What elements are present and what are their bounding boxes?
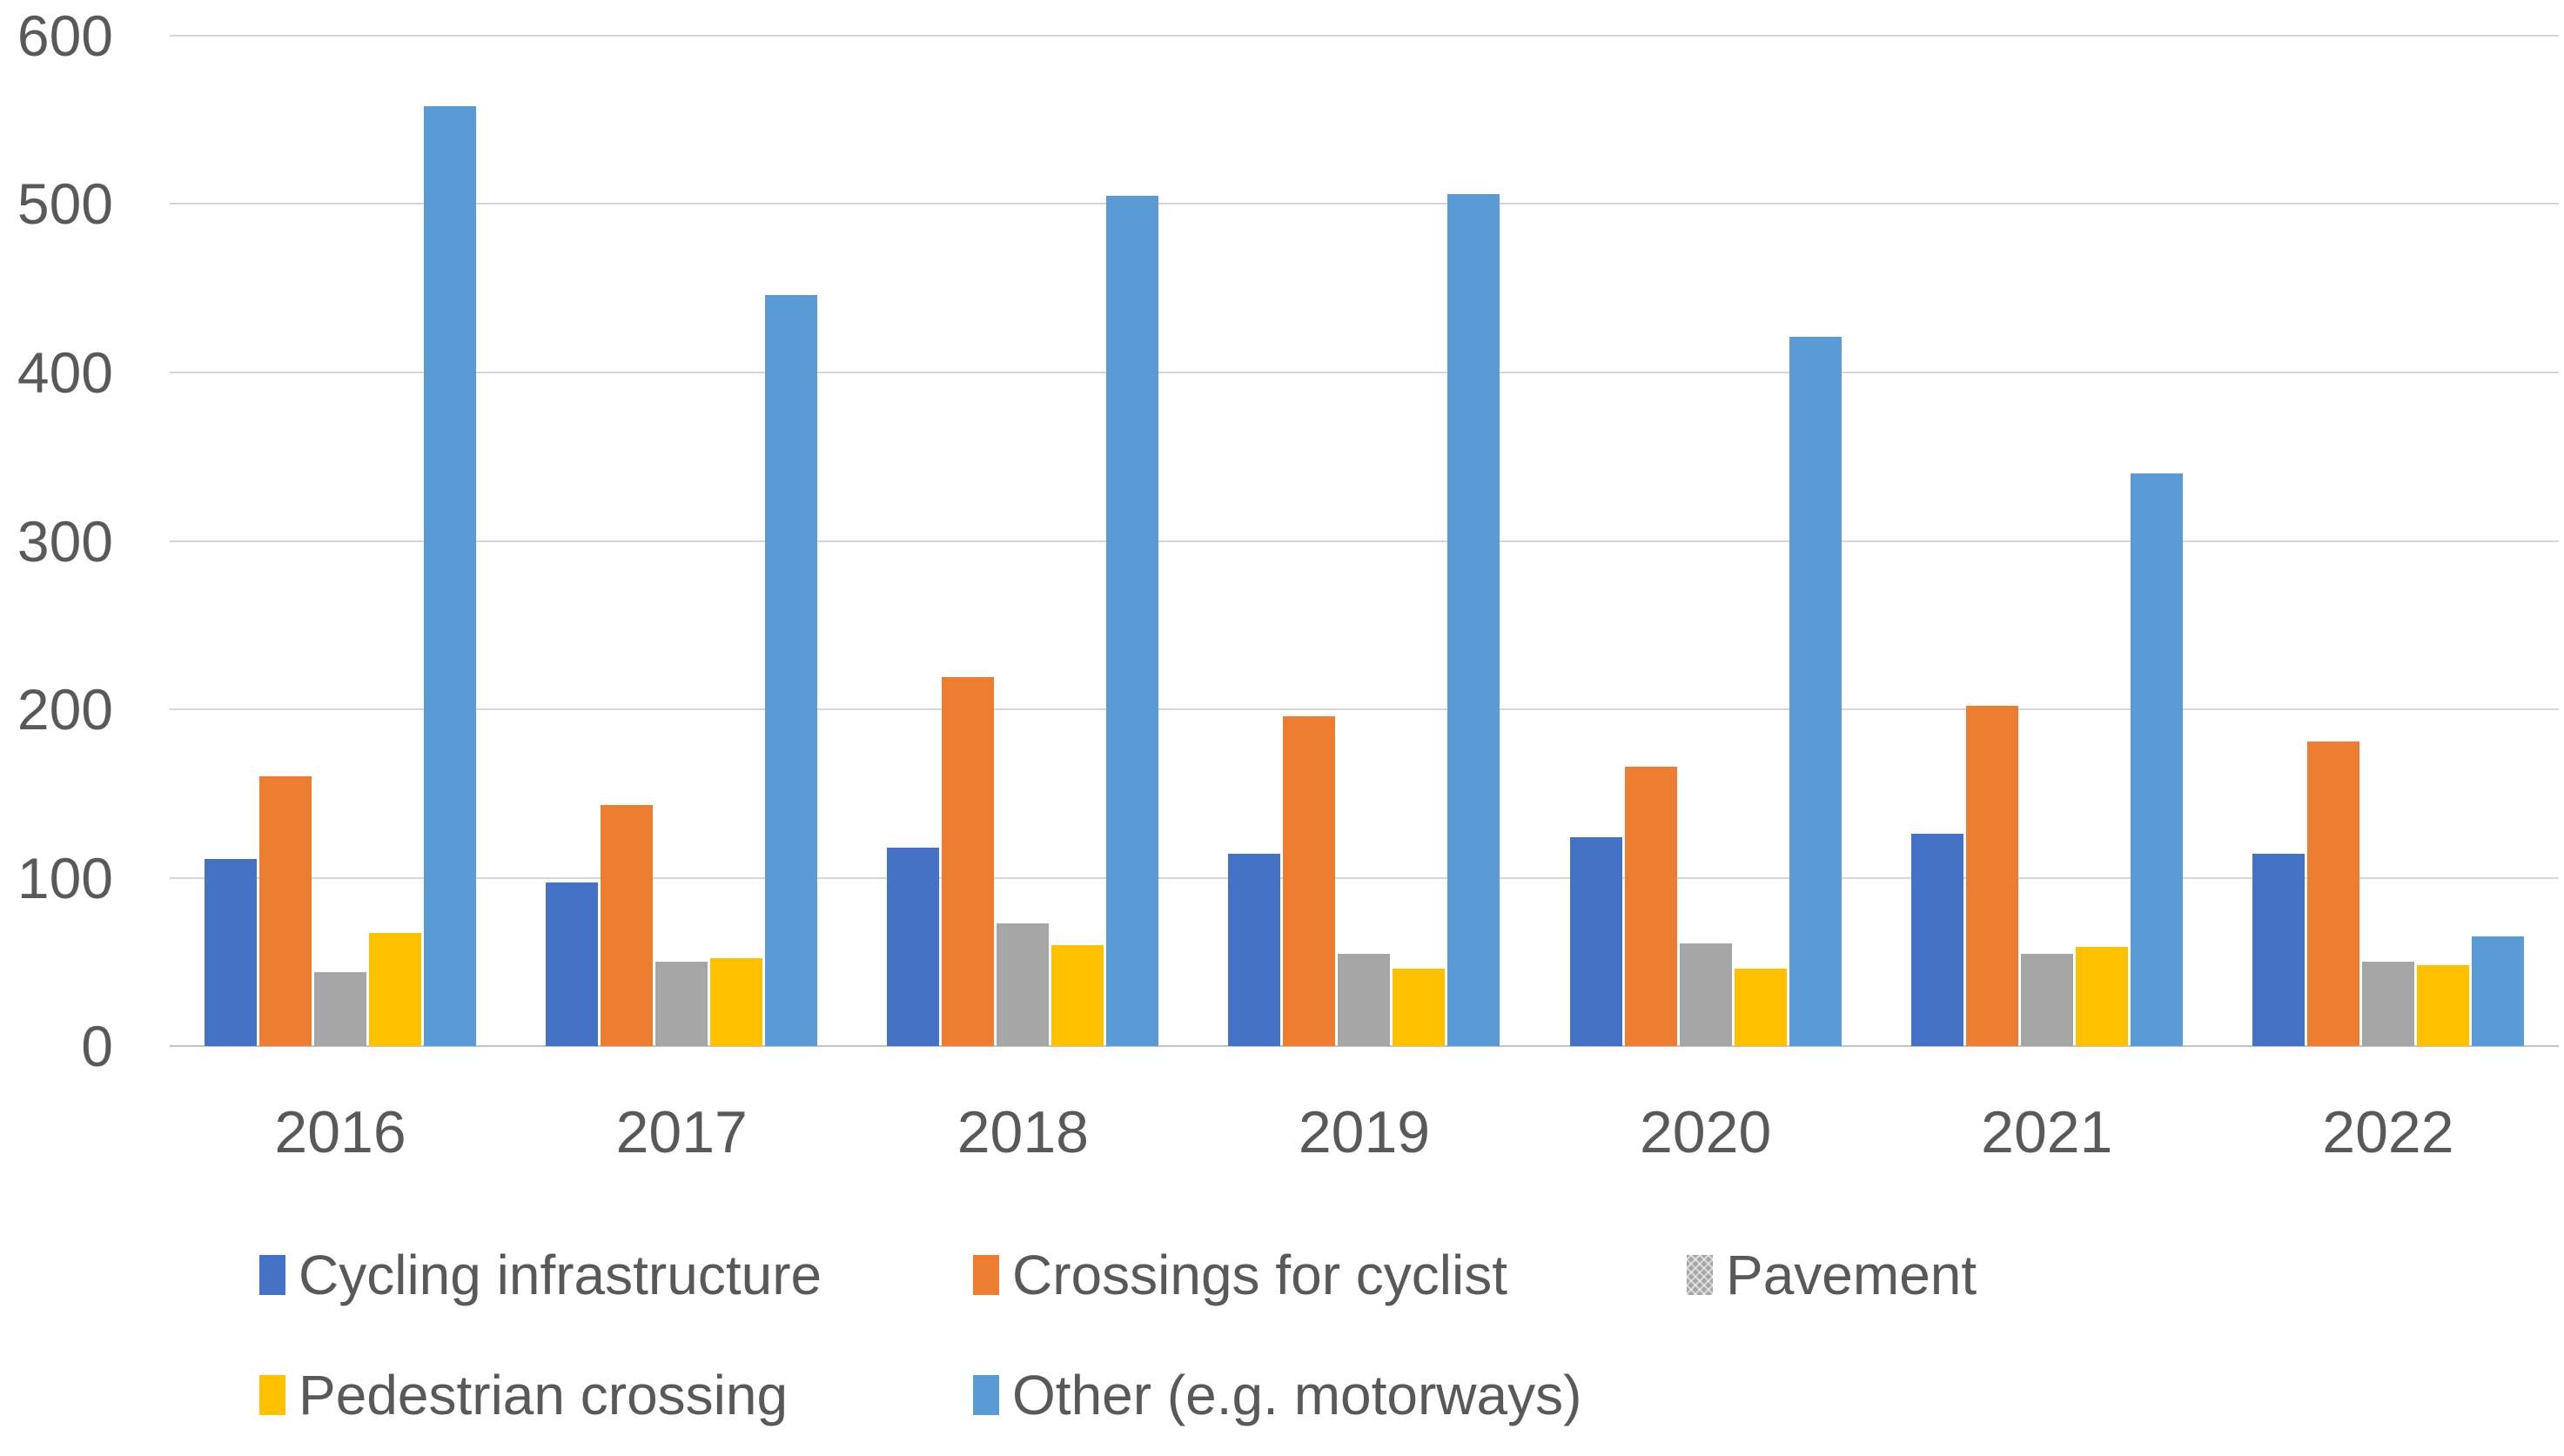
bar-other-e-g-motorways-2016: [424, 106, 477, 1046]
y-tick-label-100: 100: [17, 846, 113, 910]
legend-row-1: Cycling infrastructure Crossings for cycl…: [259, 1240, 2348, 1310]
bar-cycling-infrastructure-2017: [546, 882, 599, 1046]
bar-pavement-2018: [997, 923, 1050, 1046]
bar-pedestrian-crossing-2017: [710, 958, 763, 1046]
bar-group-2017: [511, 36, 852, 1046]
bar-pedestrian-crossing-2018: [1051, 945, 1104, 1046]
legend-item-pedestrian-crossing: Pedestrian crossing: [259, 1360, 788, 1430]
legend-swatch-cycling-infrastructure-icon: [259, 1255, 285, 1295]
gridline-0: [170, 1045, 2559, 1047]
bar-crossings-for-cyclist-2021: [1965, 706, 2018, 1046]
legend-label-other-e-g-motorways: Other (e.g. motorways): [1012, 1364, 1582, 1426]
bar-cycling-infrastructure-2019: [1228, 854, 1281, 1046]
bar-other-e-g-motorways-2021: [2130, 473, 2183, 1046]
x-tick-label-2016: 2016: [274, 1099, 406, 1165]
y-axis-tick-labels: 0 100 200 300 400 500 600: [0, 7, 113, 1075]
x-axis-tick-labels: 2016 2017 2018 2019 2020 2021 2022: [170, 1093, 2559, 1171]
x-tick-label-2017: 2017: [615, 1099, 748, 1165]
bar-pavement-2016: [314, 972, 367, 1046]
bar-pedestrian-crossing-2019: [1393, 969, 1446, 1046]
plot-area: [170, 35, 2559, 1047]
y-tick-label-0: 0: [81, 1014, 113, 1078]
legend-item-other-e-g-motorways: Other (e.g. motorways): [973, 1360, 1581, 1430]
bar-cycling-infrastructure-2018: [887, 848, 940, 1046]
bar-pedestrian-crossing-2020: [1734, 969, 1787, 1046]
bar-crossings-for-cyclist-2022: [2306, 741, 2359, 1046]
bar-cycling-infrastructure-2020: [1569, 837, 1622, 1046]
bar-other-e-g-motorways-2022: [2471, 936, 2524, 1046]
y-tick-label-400: 400: [17, 340, 113, 405]
x-tick-label-2021: 2021: [1981, 1099, 2113, 1165]
legend-swatch-other-e-g-motorways-icon: [973, 1375, 999, 1415]
bar-pavement-2021: [2020, 954, 2073, 1046]
bar-other-e-g-motorways-2017: [765, 295, 818, 1046]
x-tick-label-2018: 2018: [956, 1099, 1089, 1165]
bar-crossings-for-cyclist-2019: [1283, 716, 1336, 1046]
bar-cycling-infrastructure-2021: [1910, 834, 1963, 1046]
legend-item-crossings-for-cyclist: Crossings for cyclist: [973, 1240, 1507, 1310]
legend-item-pavement: Pavement: [1687, 1240, 1977, 1310]
bar-group-2020: [1535, 36, 1876, 1046]
gridline-200: [170, 708, 2559, 710]
bar-pedestrian-crossing-2021: [2075, 947, 2128, 1046]
bar-other-e-g-motorways-2019: [1447, 194, 1500, 1046]
gridline-400: [170, 372, 2559, 373]
bar-cycling-infrastructure-2016: [205, 859, 258, 1046]
x-tick-label-2020: 2020: [1639, 1099, 1772, 1165]
bar-crossings-for-cyclist-2018: [942, 677, 995, 1046]
legend-label-crossings-for-cyclist: Crossings for cyclist: [1012, 1244, 1507, 1306]
bar-crossings-for-cyclist-2016: [259, 776, 312, 1046]
bar-group-2019: [1193, 36, 1534, 1046]
legend: Cycling infrastructure Crossings for cycl…: [259, 1240, 2348, 1449]
gridline-500: [170, 203, 2559, 205]
legend-swatch-pavement-icon: [1687, 1255, 1713, 1295]
bar-pedestrian-crossing-2016: [369, 933, 422, 1046]
bar-other-e-g-motorways-2020: [1789, 337, 1842, 1046]
legend-label-pedestrian-crossing: Pedestrian crossing: [299, 1364, 789, 1426]
legend-item-cycling-infrastructure: Cycling infrastructure: [259, 1240, 822, 1310]
gridline-300: [170, 540, 2559, 542]
y-tick-label-300: 300: [17, 509, 113, 574]
bar-group-2016: [170, 36, 511, 1046]
legend-row-2: Pedestrian crossing Other (e.g. motorways…: [259, 1360, 2348, 1430]
legend-swatch-crossings-for-cyclist-icon: [973, 1255, 999, 1295]
bar-crossings-for-cyclist-2017: [601, 805, 654, 1046]
x-tick-label-2022: 2022: [2322, 1099, 2454, 1165]
bar-pavement-2019: [1338, 954, 1391, 1046]
bar-other-e-g-motorways-2018: [1106, 196, 1159, 1046]
bar-pavement-2020: [1679, 943, 1732, 1046]
bar-group-2022: [2218, 36, 2559, 1046]
bar-pavement-2022: [2361, 962, 2414, 1046]
bar-cycling-infrastructure-2022: [2252, 854, 2305, 1046]
bar-pedestrian-crossing-2022: [2416, 965, 2469, 1046]
bar-group-2021: [1876, 36, 2218, 1046]
gridline-100: [170, 877, 2559, 879]
legend-label-cycling-infrastructure: Cycling infrastructure: [299, 1244, 822, 1306]
y-tick-label-200: 200: [17, 677, 113, 741]
bar-group-2018: [852, 36, 1193, 1046]
y-tick-label-500: 500: [17, 171, 113, 236]
x-tick-label-2019: 2019: [1298, 1099, 1431, 1165]
y-tick-label-600: 600: [17, 3, 113, 68]
bar-crossings-for-cyclist-2020: [1624, 767, 1677, 1046]
bar-pavement-2017: [655, 962, 708, 1046]
bar-groups: [170, 36, 2559, 1046]
gridline-600: [170, 35, 2559, 37]
legend-label-pavement: Pavement: [1726, 1244, 1977, 1306]
legend-swatch-pedestrian-crossing-icon: [259, 1375, 285, 1415]
